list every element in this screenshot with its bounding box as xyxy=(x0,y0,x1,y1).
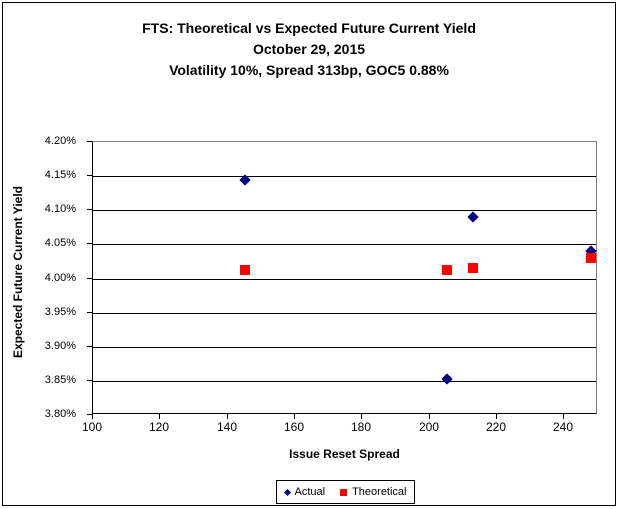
x-axis-tick xyxy=(92,414,93,419)
y-axis-tick xyxy=(87,312,92,313)
y-axis-tick xyxy=(87,141,92,142)
x-axis-tick xyxy=(563,414,564,419)
legend-item-actual: Actual xyxy=(283,486,326,498)
y-axis-tick xyxy=(87,175,92,176)
gridline-y-4.05 xyxy=(93,244,596,245)
y-tick-label: 3.95% xyxy=(44,306,76,318)
gridline-y-4 xyxy=(93,279,596,280)
y-tick-label: 3.90% xyxy=(44,340,76,352)
data-point-actual xyxy=(440,373,453,385)
data-point-actual xyxy=(467,211,480,223)
data-point-theoretical xyxy=(468,262,479,273)
y-axis-tick xyxy=(87,380,92,381)
data-point-theoretical xyxy=(239,265,250,276)
y-tick-label: 4.05% xyxy=(44,237,76,249)
chart-subtitle-date: October 29, 2015 xyxy=(252,41,366,57)
y-tick-label: 4.10% xyxy=(44,203,76,215)
gridline-y-3.9 xyxy=(93,347,596,348)
x-axis-tick xyxy=(496,414,497,419)
y-axis-tick xyxy=(87,243,92,244)
gridline-y-3.95 xyxy=(93,313,596,314)
legend-item-theoretical: Theoretical xyxy=(340,486,407,498)
x-tick-label: 220 xyxy=(485,420,507,434)
x-tick-label: 200 xyxy=(418,420,440,434)
data-point-theoretical xyxy=(441,264,452,275)
y-axis-tick xyxy=(87,209,92,210)
square-icon xyxy=(340,488,348,496)
x-axis-tick xyxy=(429,414,430,419)
x-axis-title: Issue Reset Spread xyxy=(289,447,400,461)
x-axis-tick xyxy=(361,414,362,419)
y-tick-label: 4.00% xyxy=(44,272,76,284)
x-axis-tick xyxy=(227,414,228,419)
x-tick-label: 100 xyxy=(81,420,103,434)
y-axis-tick xyxy=(87,346,92,347)
x-axis-tick xyxy=(294,414,295,419)
y-tick-label: 3.80% xyxy=(44,408,76,420)
data-point-theoretical xyxy=(586,253,597,264)
x-axis-tick xyxy=(159,414,160,419)
y-axis-tick xyxy=(87,278,92,279)
x-tick-label: 120 xyxy=(148,420,170,434)
chart-title-block: FTS: Theoretical vs Expected Future Curr… xyxy=(3,18,615,81)
x-tick-label: 240 xyxy=(552,420,574,434)
y-axis-title: Expected Future Current Yield xyxy=(11,185,25,359)
x-tick-label: 140 xyxy=(216,420,238,434)
x-tick-label: 180 xyxy=(350,420,372,434)
plot-area xyxy=(92,141,597,414)
legend-label-theoretical: Theoretical xyxy=(352,486,407,498)
gridline-y-4.15 xyxy=(93,176,596,177)
x-tick-label: 160 xyxy=(283,420,305,434)
y-tick-label: 4.15% xyxy=(44,169,76,181)
legend-label-actual: Actual xyxy=(294,486,326,498)
chart-subtitle-params: Volatility 10%, Spread 313bp, GOC5 0.88% xyxy=(169,62,449,78)
y-axis-tick xyxy=(87,414,92,415)
y-tick-label: 4.20% xyxy=(44,135,76,147)
gridline-y-4.1 xyxy=(93,210,596,211)
legend: Actual Theoretical xyxy=(276,480,415,504)
gridline-y-3.85 xyxy=(93,381,596,382)
diamond-icon xyxy=(283,488,291,496)
y-tick-label: 3.85% xyxy=(44,374,76,386)
chart-title: FTS: Theoretical vs Expected Future Curr… xyxy=(142,20,476,36)
